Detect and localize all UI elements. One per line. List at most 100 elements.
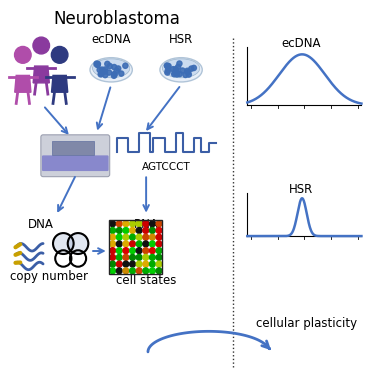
Circle shape <box>172 70 177 75</box>
Circle shape <box>130 248 135 254</box>
Circle shape <box>143 221 148 227</box>
Ellipse shape <box>162 59 200 78</box>
Circle shape <box>143 234 148 240</box>
Circle shape <box>123 248 129 254</box>
Text: RNA: RNA <box>134 218 159 231</box>
Text: ecDNA: ecDNA <box>92 33 131 46</box>
Circle shape <box>119 71 124 76</box>
Circle shape <box>185 68 190 74</box>
Text: ecDNA: ecDNA <box>281 37 321 50</box>
Circle shape <box>156 261 162 267</box>
Circle shape <box>136 221 142 227</box>
Circle shape <box>130 261 135 267</box>
Circle shape <box>51 46 68 63</box>
Circle shape <box>136 268 142 274</box>
Circle shape <box>94 61 99 66</box>
Circle shape <box>183 72 188 78</box>
Circle shape <box>150 241 155 247</box>
Circle shape <box>174 72 180 77</box>
Text: copy number: copy number <box>10 270 88 283</box>
Circle shape <box>165 68 170 74</box>
Circle shape <box>116 261 122 267</box>
Circle shape <box>173 67 178 72</box>
Circle shape <box>136 254 142 260</box>
Circle shape <box>166 63 171 69</box>
Circle shape <box>156 234 162 240</box>
Circle shape <box>150 221 155 227</box>
Circle shape <box>165 64 171 69</box>
Circle shape <box>150 228 155 233</box>
Circle shape <box>123 221 129 227</box>
Circle shape <box>112 72 117 77</box>
Circle shape <box>110 228 116 233</box>
Circle shape <box>110 221 116 227</box>
Circle shape <box>110 268 116 274</box>
Circle shape <box>150 268 155 274</box>
Circle shape <box>150 234 155 240</box>
Circle shape <box>130 234 135 240</box>
Circle shape <box>164 63 170 68</box>
Circle shape <box>116 66 121 71</box>
Circle shape <box>116 234 122 240</box>
Circle shape <box>110 254 116 260</box>
Circle shape <box>33 37 50 54</box>
FancyBboxPatch shape <box>42 155 109 171</box>
Circle shape <box>116 254 122 260</box>
Polygon shape <box>51 75 68 92</box>
Circle shape <box>103 67 108 72</box>
Circle shape <box>112 72 117 77</box>
Circle shape <box>110 241 116 247</box>
Circle shape <box>110 261 116 267</box>
Polygon shape <box>15 75 31 92</box>
Circle shape <box>130 268 135 274</box>
Text: HSR: HSR <box>169 33 193 46</box>
Circle shape <box>180 68 185 73</box>
Circle shape <box>143 248 148 254</box>
Circle shape <box>130 228 135 233</box>
Circle shape <box>143 241 148 247</box>
Circle shape <box>98 72 103 77</box>
Circle shape <box>106 70 112 75</box>
Circle shape <box>177 61 182 66</box>
Circle shape <box>123 254 129 260</box>
Circle shape <box>191 65 196 70</box>
Circle shape <box>123 234 129 240</box>
Circle shape <box>95 62 100 68</box>
Circle shape <box>107 63 112 69</box>
Polygon shape <box>33 66 50 83</box>
Circle shape <box>136 248 142 254</box>
Text: HSR: HSR <box>289 183 313 196</box>
Ellipse shape <box>90 58 132 82</box>
Circle shape <box>15 46 31 63</box>
Circle shape <box>99 71 104 76</box>
Circle shape <box>116 228 122 233</box>
Circle shape <box>105 61 110 66</box>
Circle shape <box>123 63 128 68</box>
Circle shape <box>116 248 122 254</box>
Circle shape <box>94 62 99 67</box>
Circle shape <box>123 268 129 274</box>
Circle shape <box>143 261 148 267</box>
Circle shape <box>136 228 142 233</box>
Circle shape <box>177 72 182 76</box>
Circle shape <box>97 67 102 72</box>
Circle shape <box>136 261 142 267</box>
Text: Neuroblastoma: Neuroblastoma <box>53 10 180 28</box>
Circle shape <box>112 64 117 70</box>
Bar <box>110 220 162 274</box>
Circle shape <box>130 221 135 227</box>
Circle shape <box>130 254 135 260</box>
Circle shape <box>156 228 162 233</box>
Circle shape <box>176 64 181 70</box>
Circle shape <box>130 241 135 247</box>
Circle shape <box>114 68 119 73</box>
Circle shape <box>103 72 108 78</box>
Circle shape <box>174 69 179 74</box>
Circle shape <box>186 72 191 77</box>
Circle shape <box>102 69 107 74</box>
Circle shape <box>136 241 142 247</box>
Circle shape <box>189 66 194 71</box>
Text: AGTCCCT: AGTCCCT <box>142 162 191 172</box>
Circle shape <box>156 268 162 274</box>
Circle shape <box>156 254 162 260</box>
